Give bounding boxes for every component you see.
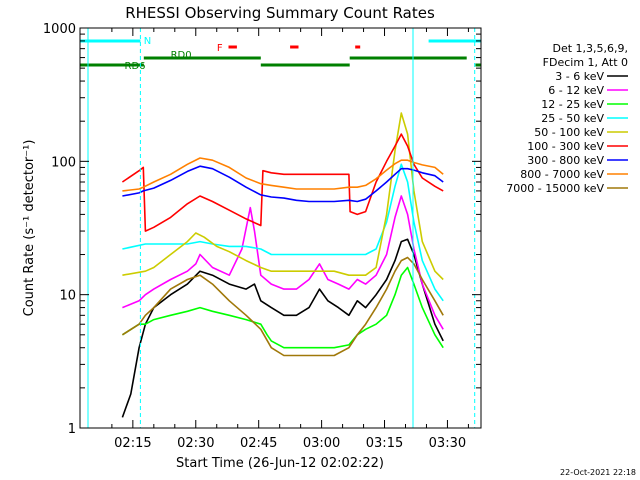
series-layer <box>121 112 444 418</box>
x-tick-label: 02:15 <box>114 436 151 451</box>
series-line-300-800-kev <box>122 165 444 203</box>
series-line-25-50-kev <box>122 163 444 302</box>
legend-label-800-7000-kev: 800 - 7000 keV <box>520 168 604 181</box>
legend-label-12-25-kev: 12 - 25 keV <box>541 98 604 111</box>
state-bar-label-n: N <box>144 36 151 47</box>
legend-label-6-12-kev: 6 - 12 keV <box>548 84 604 97</box>
legend-header-line-1: Det 1,3,5,6,9, <box>552 42 628 55</box>
legend-label-3-6-kev: 3 - 6 keV <box>555 70 604 83</box>
y-tick-label: 1000 <box>43 22 76 37</box>
x-tick-label: 03:30 <box>429 436 466 451</box>
y-tick-label: 10 <box>59 289 76 304</box>
x-tick-label: 03:00 <box>303 436 340 451</box>
y-tick-label: 100 <box>51 155 76 170</box>
legend-label-7000-15000-kev: 7000 - 15000 keV <box>506 182 604 195</box>
series-line-12-25-kev <box>121 266 444 349</box>
legend-label-25-50-kev: 25 - 50 keV <box>541 112 604 125</box>
x-axis-label: Start Time (26-Jun-12 02:02:22) <box>176 456 384 471</box>
legend-label-100-300-kev: 100 - 300 keV <box>527 140 604 153</box>
x-tick-label: 03:15 <box>366 436 403 451</box>
chart-title: RHESSI Observing Summary Count Rates <box>125 4 435 22</box>
state-bar-label-rd0: RD0 <box>171 50 192 61</box>
legend: Det 1,3,5,6,9, FDecim 1, Att 0 3 - 6 keV… <box>506 42 628 195</box>
series-line-3-6-kev <box>121 238 444 418</box>
y-tick-label: 1 <box>68 422 76 437</box>
series-line-50-100-kev <box>122 112 444 281</box>
legend-label-300-800-kev: 300 - 800 keV <box>527 154 604 167</box>
footer-timestamp: 22-Oct-2021 22:18 <box>560 468 636 477</box>
legend-header-line-2: FDecim 1, Att 0 <box>543 56 628 69</box>
series-line-100-300-kev <box>121 133 444 232</box>
series-line-6-12-kev <box>122 195 444 330</box>
series-line-800-7000-kev <box>122 157 444 192</box>
series-line-7000-15000-kev <box>121 256 444 357</box>
y-axis-label: Count Rate (s⁻¹ detector⁻¹) <box>22 140 37 317</box>
plot-frame <box>79 27 482 429</box>
legend-label-50-100-kev: 50 - 100 keV <box>534 126 604 139</box>
x-tick-label: 02:30 <box>177 436 214 451</box>
x-tick-label: 02:45 <box>240 436 277 451</box>
state-bars-layer: N F RD0 RD6 <box>80 36 481 72</box>
state-bar-label-f: F <box>217 43 223 54</box>
vertical-lines-layer <box>87 28 476 428</box>
axes-layer: 02:15 02:30 02:45 03:00 03:15 03:30 1 10 100 1000 <box>43 22 481 451</box>
state-bar-label-rd6: RD6 <box>125 61 146 72</box>
